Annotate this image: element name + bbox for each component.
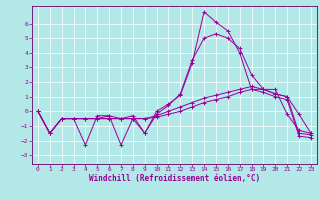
X-axis label: Windchill (Refroidissement éolien,°C): Windchill (Refroidissement éolien,°C)	[89, 174, 260, 183]
